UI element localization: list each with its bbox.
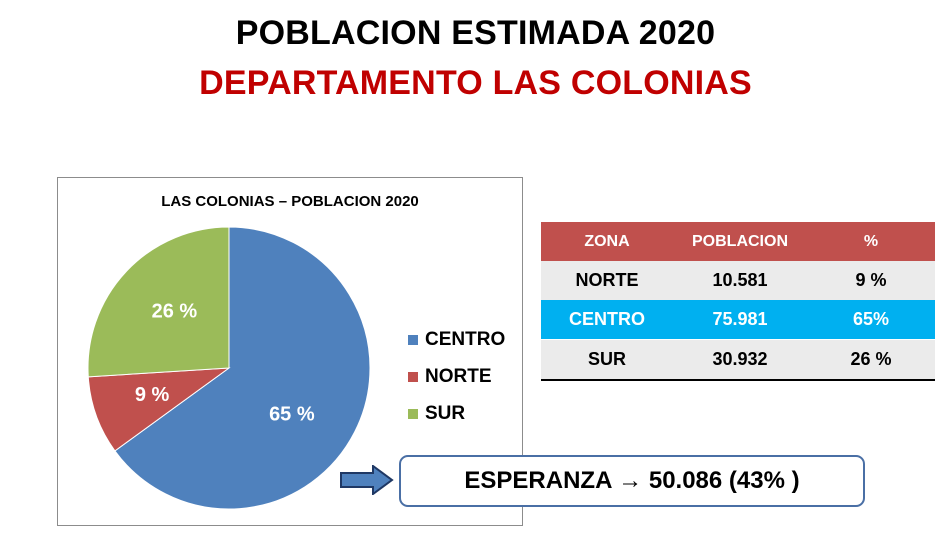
table-cell: CENTRO <box>569 309 645 329</box>
table-row: CENTRO 75.981 65% <box>541 300 935 339</box>
slice-label-sur: 26 % <box>152 300 198 322</box>
table-row: SUR 30.932 26 % <box>541 339 935 379</box>
table-row: NORTE 10.581 9 % <box>541 261 935 300</box>
pie-chart: LAS COLONIAS – POBLACION 2020 65 % 9 % 26 … <box>57 177 523 526</box>
chart-legend: CENTRO NORTE SUR <box>408 321 505 432</box>
pie-chart-svg: 65 % 9 % 26 % <box>87 226 371 510</box>
table-cell: 65% <box>852 309 890 329</box>
legend-label: SUR <box>425 402 466 424</box>
table-cell: 75.981 <box>712 309 768 329</box>
legend-swatch <box>408 334 418 345</box>
slice-label-centro: 65 % <box>269 403 315 425</box>
pie-slice-norte <box>87 367 231 452</box>
table-cell: SUR <box>587 349 626 369</box>
legend-label: NORTE <box>425 365 492 387</box>
legend-label: CENTRO <box>425 328 506 350</box>
header-poblacion: POBLACION <box>692 232 788 250</box>
population-table: ZONA POBLACION % NORTE 10.581 9 % CENTRO… <box>541 222 935 381</box>
legend-item-centro: CENTRO <box>408 321 505 358</box>
legend-item-sur: SUR <box>408 395 505 432</box>
legend-swatch <box>408 408 418 419</box>
table-cell: 26 % <box>850 349 892 369</box>
table-cell: 10.581 <box>712 270 768 290</box>
table-cell: 9 % <box>855 270 887 290</box>
legend-item-norte: NORTE <box>408 358 505 395</box>
page-subtitle: DEPARTAMENTO LAS COLONIAS <box>199 64 752 102</box>
esperanza-callout: ESPERANZA → 50.086 (43% ) <box>399 455 865 507</box>
page-title: POBLACION ESTIMADA 2020 <box>235 14 716 52</box>
table-cell: 30.932 <box>712 349 768 369</box>
slice-label-norte: 9 % <box>135 384 170 406</box>
pie-slice-sur <box>87 226 230 378</box>
legend-swatch <box>408 371 418 382</box>
header-percent: % <box>863 232 879 250</box>
table-cell: NORTE <box>575 270 639 290</box>
chart-title: LAS COLONIAS – POBLACION 2020 <box>161 193 419 210</box>
right-arrow-icon <box>340 465 394 495</box>
pie-slice-centro <box>114 226 371 510</box>
header-zona: ZONA <box>584 232 630 250</box>
table-header-row: ZONA POBLACION % <box>541 222 935 261</box>
